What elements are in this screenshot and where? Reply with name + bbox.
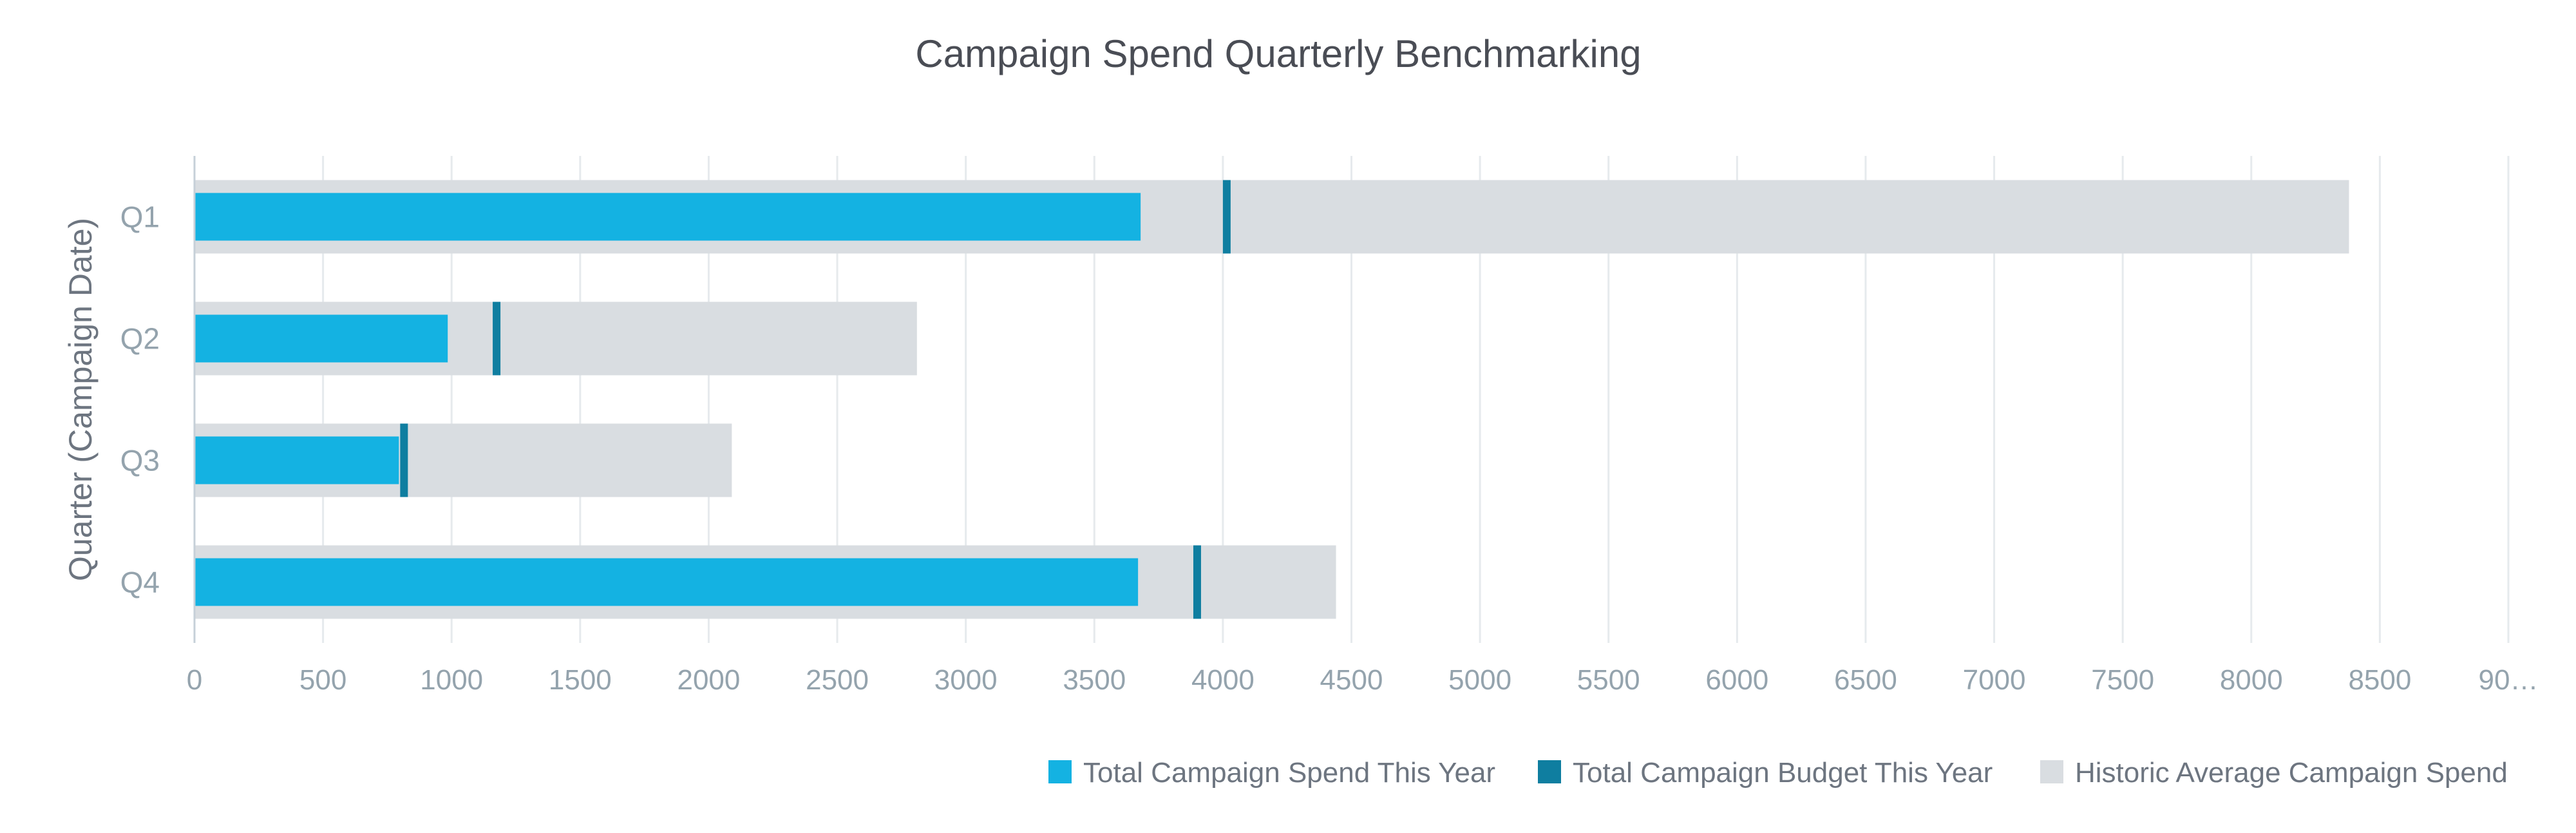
x-tick-label: 7000	[1963, 664, 2026, 696]
x-axis-ticks: 0 500 1000 1500 2000 2500 3000 3500 4000 4500 5000…	[187, 664, 2539, 696]
x-tick-label: 90…	[2479, 664, 2539, 696]
legend-swatch[interactable]	[2040, 760, 2063, 783]
x-tick-label: 7500	[2091, 664, 2154, 696]
legend-label[interactable]: Historic Average Campaign Spend	[2075, 757, 2508, 789]
x-tick-label: 500	[299, 664, 346, 696]
bars	[194, 180, 2349, 619]
x-tick-label: 2000	[677, 664, 740, 696]
x-tick-label: 6000	[1705, 664, 1768, 696]
bar-campaign-spend	[194, 558, 1139, 606]
bar-campaign-spend	[194, 314, 448, 363]
x-tick-label: 8500	[2348, 664, 2411, 696]
x-tick-label: 6500	[1834, 664, 1897, 696]
x-tick-label: 1500	[549, 664, 612, 696]
y-category-label: Q2	[120, 322, 160, 356]
x-tick-label: 5500	[1577, 664, 1640, 696]
y-axis-title: Quarter (Campaign Date)	[62, 218, 99, 581]
marker-campaign-budget	[493, 302, 501, 376]
x-tick-label: 5000	[1448, 664, 1511, 696]
marker-campaign-budget	[1193, 545, 1201, 619]
x-tick-label: 2500	[806, 664, 869, 696]
bar-campaign-spend	[194, 436, 399, 484]
chart-title: Campaign Spend Quarterly Benchmarking	[915, 32, 1641, 75]
legend-label[interactable]: Total Campaign Spend This Year	[1083, 757, 1495, 789]
y-category-label: Q1	[120, 200, 160, 234]
x-tick-label: 4500	[1320, 664, 1383, 696]
marker-campaign-budget	[400, 423, 408, 497]
x-tick-label: 0	[187, 664, 202, 696]
legend-label[interactable]: Total Campaign Budget This Year	[1573, 757, 1993, 789]
x-tick-label: 3500	[1063, 664, 1126, 696]
x-tick-label: 4000	[1191, 664, 1255, 696]
x-tick-label: 8000	[2220, 664, 2283, 696]
x-tick-label: 1000	[420, 664, 483, 696]
y-axis-categories: Q1 Q2 Q3 Q4	[120, 200, 160, 599]
y-category-label: Q4	[120, 566, 160, 599]
bar-campaign-spend	[194, 193, 1141, 241]
legend: Total Campaign Spend This Year Total Camp…	[1048, 757, 2508, 789]
legend-swatch[interactable]	[1538, 760, 1561, 783]
y-category-label: Q3	[120, 444, 160, 477]
x-tick-label: 3000	[934, 664, 998, 696]
marker-campaign-budget	[1222, 180, 1231, 254]
legend-swatch[interactable]	[1048, 760, 1072, 783]
